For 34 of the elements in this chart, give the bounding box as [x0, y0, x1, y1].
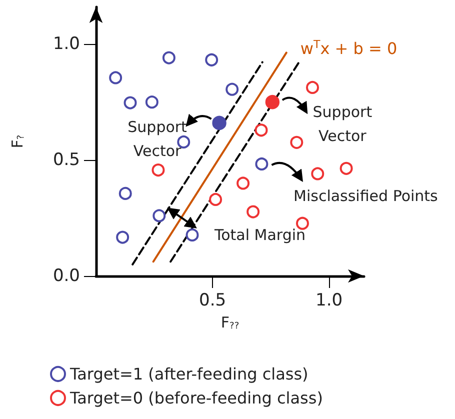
y-tick-label: 0.5	[52, 150, 80, 170]
y-axis-title: F?	[8, 134, 26, 148]
y-tick-label: 1.0	[52, 34, 80, 54]
point	[186, 228, 199, 242]
point	[118, 186, 132, 200]
point	[340, 162, 353, 175]
point	[209, 192, 222, 206]
annotation: Support Vector	[312, 103, 372, 146]
annotation: Total Margin	[213, 226, 306, 244]
point	[254, 124, 268, 137]
point	[212, 116, 226, 130]
annotation: Support Vector	[128, 118, 188, 160]
point	[255, 157, 268, 170]
point	[152, 209, 166, 222]
point	[145, 96, 158, 109]
point	[290, 136, 304, 149]
point	[124, 96, 137, 110]
point	[116, 230, 130, 244]
legend-label: Target=0 (before-feeding class)	[69, 388, 323, 408]
point	[265, 94, 280, 110]
legend-label: Target=1 (after-feeding class)	[69, 364, 308, 384]
point	[109, 71, 122, 84]
point	[246, 205, 260, 218]
point	[205, 53, 218, 66]
point	[226, 82, 239, 96]
point	[152, 164, 165, 177]
point	[296, 216, 309, 230]
x-axis-title: F??	[220, 314, 240, 332]
point	[306, 80, 319, 94]
point	[162, 51, 176, 64]
y-tick-label: 0.0	[52, 266, 80, 286]
annotation: Misclassified Points	[294, 186, 438, 205]
point	[311, 167, 324, 180]
point	[236, 176, 250, 190]
